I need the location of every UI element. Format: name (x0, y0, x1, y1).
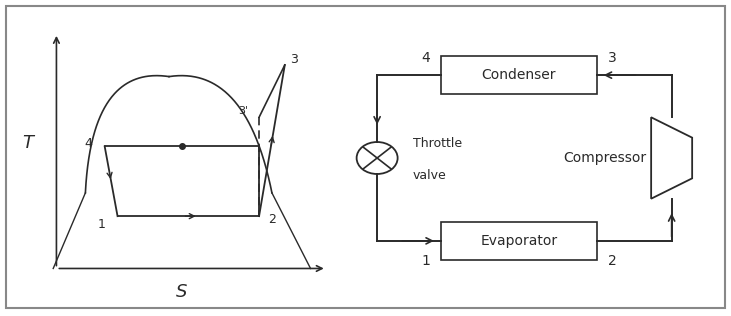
Bar (441, 222, 597, 260)
Text: Throttle: Throttle (412, 137, 462, 150)
Text: 3: 3 (290, 53, 298, 66)
Text: Compressor: Compressor (563, 151, 646, 165)
Bar (441, 56, 597, 94)
Text: Condenser: Condenser (482, 68, 556, 82)
Text: T: T (22, 135, 33, 152)
Text: S: S (176, 283, 188, 301)
Text: valve: valve (412, 169, 447, 182)
Text: 2: 2 (268, 213, 276, 226)
Text: 1: 1 (421, 254, 430, 268)
Text: 3: 3 (607, 51, 616, 65)
Text: 3': 3' (238, 106, 248, 117)
Text: 1: 1 (97, 218, 105, 231)
Text: 4: 4 (421, 51, 430, 65)
Text: Evaporator: Evaporator (480, 234, 557, 248)
Text: 4: 4 (85, 137, 93, 150)
Text: 2: 2 (607, 254, 616, 268)
